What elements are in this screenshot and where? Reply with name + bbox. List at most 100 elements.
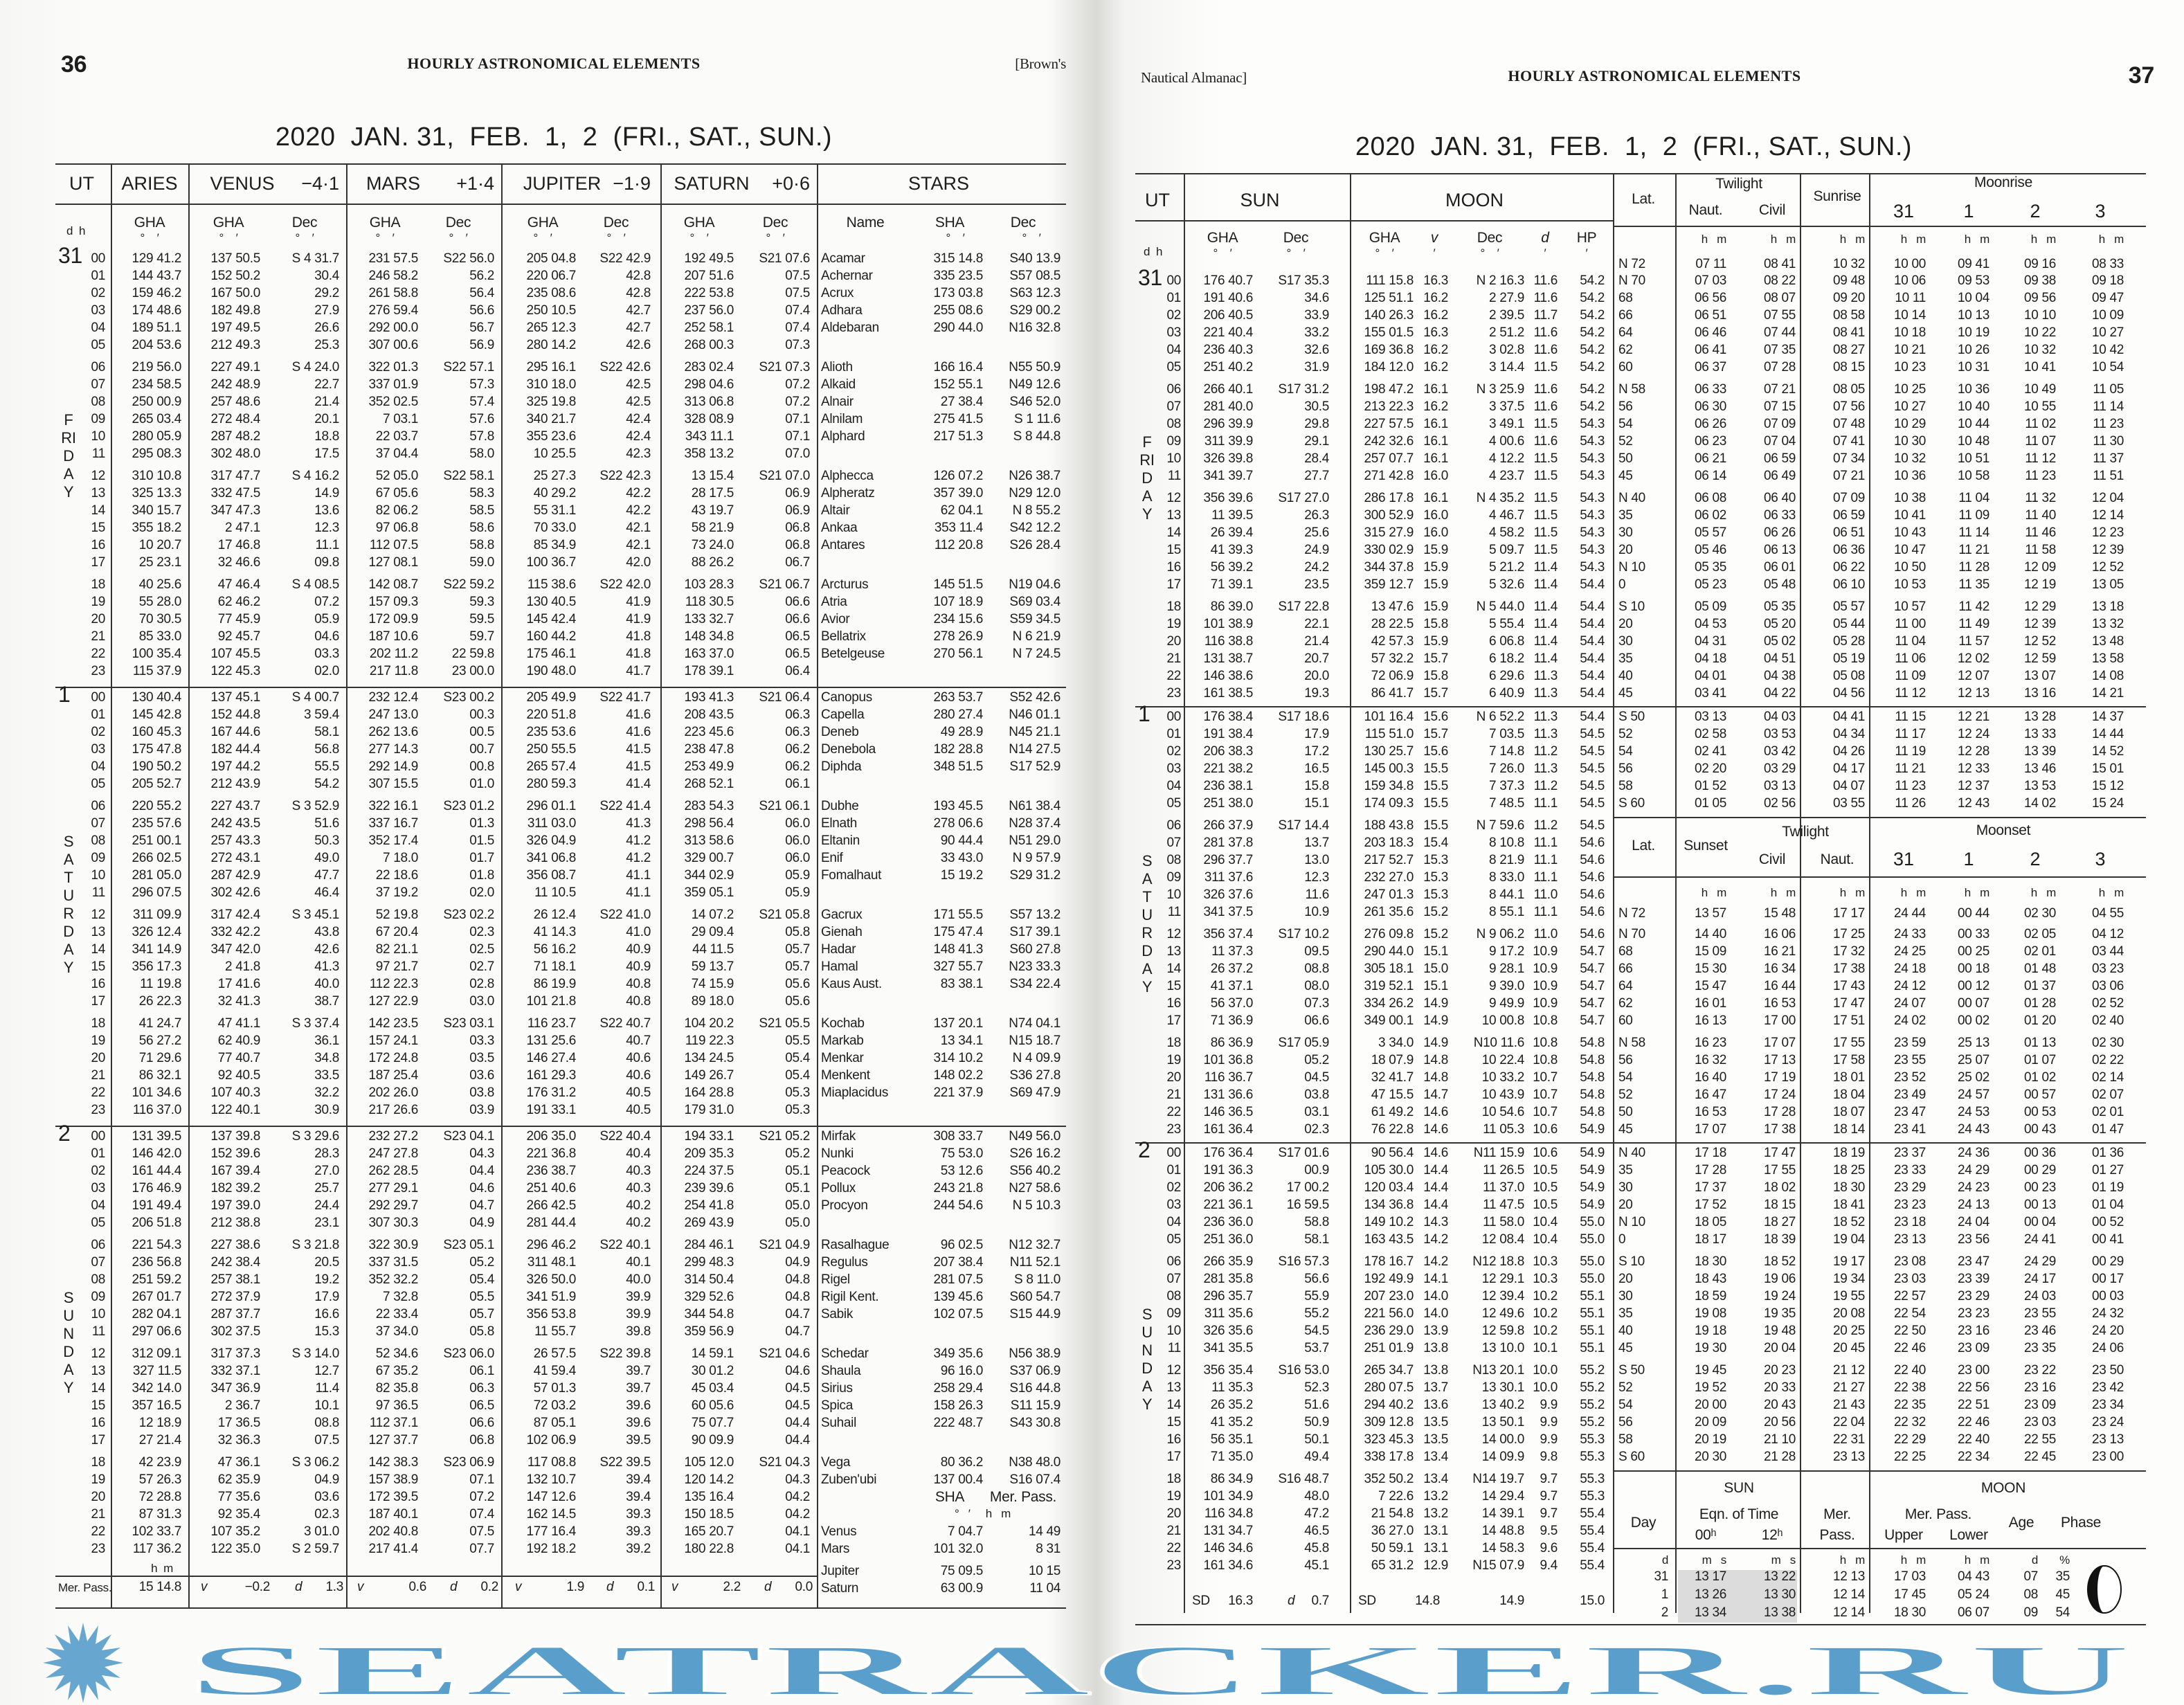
star-dec: S57 13.2 — [1009, 908, 1061, 922]
star-name: Kochab — [821, 1016, 865, 1031]
lat-cell: 64 — [1618, 325, 1633, 340]
value-cell: 15.5 — [1423, 779, 1448, 793]
star-dec: N23 33.3 — [1009, 959, 1061, 974]
hour-cell: 05 — [91, 338, 105, 352]
time-cell: 06 51 — [1832, 525, 1865, 540]
value-cell: 54.5 — [1580, 744, 1605, 759]
value-cell: 207 51.6 — [684, 269, 734, 283]
star-dec: S60 54.7 — [1009, 1290, 1061, 1304]
value-cell: 217 11.8 — [369, 664, 418, 678]
value-cell: 107 40.3 — [210, 1085, 260, 1100]
hour-cell: 02 — [91, 286, 105, 300]
time-cell: 10 30 — [1893, 434, 1926, 449]
unit-label: ° ′ — [140, 231, 159, 244]
value-cell: 10.9 — [1533, 962, 1558, 976]
star-sha: 171 55.5 — [933, 908, 983, 922]
time-cell: 10 44 — [1957, 417, 1989, 431]
star-name: Rigel — [821, 1272, 850, 1287]
saturn-d-value: 0.0 — [795, 1580, 813, 1594]
sun-moon-cell: 13 38 — [1763, 1605, 1796, 1620]
value-cell: 40.5 — [626, 1085, 651, 1100]
value-cell: 54.2 — [314, 777, 339, 791]
value-cell: 133 32.7 — [684, 612, 734, 626]
hour-cell: 08 — [91, 395, 105, 409]
sun-moon-cell: 31 — [1654, 1569, 1668, 1584]
units-label: h m — [1701, 233, 1727, 246]
time-cell: 07 04 — [1763, 434, 1796, 449]
time-cell: 10 50 — [1893, 560, 1926, 575]
time-cell: 01 02 — [2023, 1070, 2056, 1085]
value-cell: 42 23.9 — [138, 1455, 182, 1470]
time-cell: 06 40 — [1763, 491, 1796, 505]
value-cell: 47.7 — [314, 868, 339, 883]
value-cell: 54.7 — [1580, 944, 1605, 959]
star-dec: S40 13.9 — [1009, 251, 1061, 266]
value-cell: 58.0 — [469, 446, 494, 461]
value-cell: 54.9 — [1580, 1198, 1605, 1212]
value-cell: 341 51.9 — [526, 1290, 576, 1304]
value-cell: 04.7 — [785, 1307, 810, 1321]
value-cell: 54.8 — [1580, 1053, 1605, 1067]
value-cell: 10 33.2 — [1481, 1070, 1525, 1085]
value-cell: 9 39.0 — [1488, 979, 1524, 993]
star-dec: S26 16.2 — [1009, 1146, 1061, 1161]
time-cell: 06 23 — [1694, 434, 1726, 449]
value-cell: 11.4 — [1533, 617, 1558, 631]
value-cell: 55.3 — [1580, 1450, 1605, 1464]
star-sha: 112 20.8 — [934, 538, 983, 552]
magnitude-saturn: +0·6 — [772, 173, 810, 194]
twilight-header: Twilight — [1715, 176, 1762, 192]
value-cell: 242 43.5 — [210, 816, 260, 831]
value-cell: 163 43.5 — [1364, 1232, 1414, 1247]
time-cell: 21 27 — [1832, 1380, 1865, 1395]
time-cell: 07 48 — [1832, 417, 1865, 431]
value-cell: 54.6 — [1580, 927, 1605, 941]
value-cell: 10.9 — [1533, 944, 1558, 959]
lat-cell: 68 — [1618, 944, 1633, 959]
value-cell: 4 00.6 — [1488, 434, 1524, 449]
value-cell: 55.1 — [1580, 1341, 1605, 1355]
value-cell: 4 23.7 — [1488, 469, 1524, 483]
value-cell: 197 44.2 — [210, 759, 260, 774]
time-cell: 11 14 — [2093, 399, 2124, 414]
star-name: Miaplacidus — [821, 1085, 889, 1100]
star-name: Alnair — [821, 395, 854, 409]
value-cell: 131 39.5 — [132, 1129, 181, 1144]
unit-label: ° ′ — [219, 231, 238, 244]
value-cell: 287 42.9 — [210, 868, 260, 883]
value-cell: 9.5 — [1540, 1524, 1558, 1538]
value-cell: 5 21.2 — [1488, 560, 1524, 575]
value-cell: 42.2 — [626, 503, 651, 518]
value-cell: 307 00.6 — [368, 338, 418, 352]
day-header: Day — [1630, 1515, 1657, 1531]
time-cell: 17 38 — [1832, 962, 1865, 976]
value-cell: 101 34.9 — [1203, 1489, 1253, 1504]
time-cell: 08 07 — [1763, 291, 1796, 305]
star-sha: 53 12.6 — [940, 1164, 984, 1178]
time-cell: 01 47 — [2091, 1122, 2124, 1137]
value-cell: 14.3 — [1423, 1215, 1448, 1229]
star-sha: 33 43.0 — [940, 851, 984, 865]
star-name: Dubhe — [821, 799, 859, 813]
hour-cell: 08 — [91, 1272, 105, 1287]
hour-cell: 07 — [1166, 1272, 1181, 1286]
value-cell: 250 10.5 — [526, 303, 576, 318]
planet-mer-pass: 14 49 — [1028, 1524, 1061, 1539]
value-cell: 116 36.7 — [1204, 1070, 1253, 1085]
d-label: d — [764, 1580, 772, 1594]
star-dec: N38 48.0 — [1009, 1455, 1061, 1470]
value-cell: 42.7 — [626, 303, 651, 318]
value-cell: 32 36.3 — [217, 1433, 261, 1447]
value-cell: 178 39.1 — [684, 664, 734, 678]
value-cell: 9 28.1 — [1488, 962, 1524, 976]
value-cell: 343 11.1 — [685, 429, 734, 444]
value-cell: 54.6 — [1580, 905, 1605, 919]
weekday-label: FRIDAY — [1139, 433, 1155, 523]
star-sha: 353 11.4 — [934, 521, 983, 535]
value-cell: 86 41.7 — [1371, 686, 1414, 701]
hour-cell: 01 — [1166, 1163, 1181, 1178]
hour-cell: 09 — [91, 412, 105, 426]
value-cell: 11.4 — [1533, 560, 1558, 575]
time-cell: 04 31 — [1694, 634, 1726, 649]
value-cell: 5 32.6 — [1488, 577, 1524, 592]
